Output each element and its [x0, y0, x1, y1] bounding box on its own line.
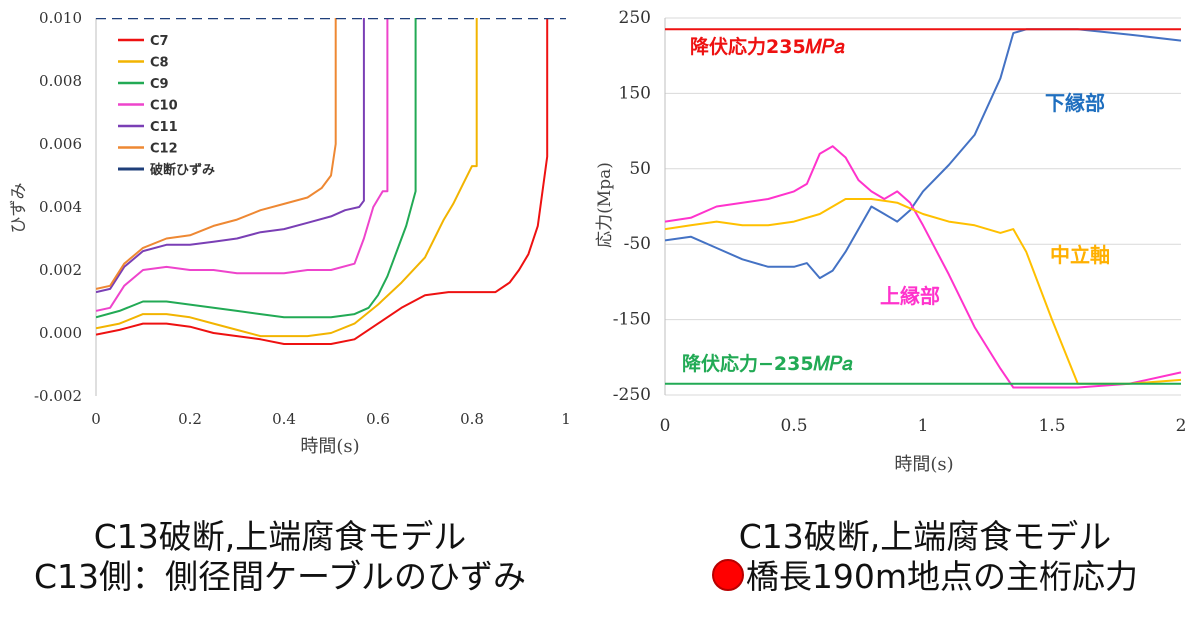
yield-negative-label: 降伏応力−235𝑀𝑃𝑎: [682, 352, 853, 375]
L-x-tick-label: 0.6: [366, 410, 390, 428]
strain-legend: C7 C8 C9 C10 C11 C12 破断ひずみ: [118, 34, 215, 178]
strain-y-axis-label: ひずみ: [9, 183, 29, 234]
L-x-tick-label: 1: [561, 410, 570, 428]
R-y-tick-label: 250: [619, 8, 651, 28]
strain-axes: -0.002 0.000 0.002 0.004 0.006 0.008 0.010 0 0.2…: [34, 9, 570, 428]
L-y-tick-label: -0.002: [34, 387, 82, 405]
right-caption: C13破断,上端腐食モデル 橋長190m地点の主桁応力: [660, 517, 1190, 597]
legend-label-5: C12: [150, 142, 178, 157]
L-y-tick-label: 0.006: [39, 135, 82, 153]
R-y-tick-label: 50: [629, 159, 651, 179]
L-x-tick-label: 0.8: [460, 410, 484, 428]
lower-edge-label: 下縁部: [1045, 91, 1105, 115]
L-x-tick-label: 0.2: [178, 410, 202, 428]
stress-x-axis-label: 時間(s): [894, 454, 953, 475]
R-x-tick-label: 2: [1176, 416, 1187, 436]
R-y-tick-label: -50: [624, 234, 651, 254]
R-y-tick-label: 150: [619, 83, 651, 103]
L-y-tick-label: 0.000: [39, 324, 82, 342]
stress-grid: [665, 17, 1181, 396]
L-x-tick-label: 0.4: [272, 410, 296, 428]
legend-label-0: C7: [150, 34, 169, 49]
legend-label-1: C8: [150, 56, 169, 71]
strain-series: [96, 18, 566, 345]
L-series-line-2: [96, 18, 417, 319]
left-caption: C13破断,上端腐食モデル C13側：側径間ケーブルのひずみ: [0, 517, 560, 597]
legend-label-3: C10: [150, 99, 178, 114]
L-series-line-3: [96, 18, 389, 312]
L-series-line-0: [96, 18, 549, 345]
R-x-tick-label: 0: [660, 416, 671, 436]
legend-label-4: C11: [150, 120, 178, 135]
L-y-tick-label: 0.010: [39, 9, 82, 27]
stress-series: [665, 28, 1182, 389]
R-x-tick-label: 1: [918, 416, 929, 436]
red-dot-icon: [711, 559, 744, 591]
left-caption-line2: C13側：側径間ケーブルのひずみ: [33, 557, 527, 596]
legend-label-2: C9: [150, 77, 169, 92]
right-caption-line2-text: 橋長190m地点の主桁応力: [745, 557, 1139, 596]
upper-edge-label: 上縁部: [880, 284, 940, 308]
R-x-tick-label: 1.5: [1038, 416, 1065, 436]
R-y-tick-label: -250: [613, 385, 651, 405]
R-series-line-0: [665, 28, 1182, 280]
R-series-line-2: [665, 198, 1182, 385]
strain-x-axis-label: 時間(s): [300, 436, 359, 457]
neutral-axis-label: 中立軸: [1050, 243, 1110, 267]
L-series-line-1: [96, 18, 478, 338]
yield-positive-label: 降伏応力235𝑀𝑃𝑎: [690, 35, 845, 58]
right-caption-line1: C13破断,上端腐食モデル: [738, 517, 1112, 556]
L-series-line-5: [96, 18, 337, 290]
R-x-tick-label: 0.5: [780, 416, 807, 436]
stress-axes: -250 -150 -50 50 150 250 0 0.5 1 1.5 2: [613, 8, 1187, 436]
L-x-tick-label: 0: [91, 410, 101, 428]
R-y-tick-label: -150: [613, 310, 651, 330]
L-series-line-4: [96, 18, 365, 294]
L-y-tick-label: 0.004: [39, 198, 82, 216]
left-caption-line1: C13破断,上端腐食モデル: [93, 517, 467, 556]
legend-label-6: 破断ひずみ: [150, 162, 215, 178]
strain-chart: -0.002 0.000 0.002 0.004 0.006 0.008 0.010 0 0.2…: [9, 9, 570, 457]
right-caption-line2: 橋長190m地点の主桁応力: [660, 557, 1190, 597]
L-y-tick-label: 0.002: [39, 261, 82, 279]
L-y-tick-label: 0.008: [39, 72, 82, 90]
R-series-line-1: [665, 145, 1182, 389]
stress-y-axis-label: 応力(Mpa): [595, 162, 615, 248]
